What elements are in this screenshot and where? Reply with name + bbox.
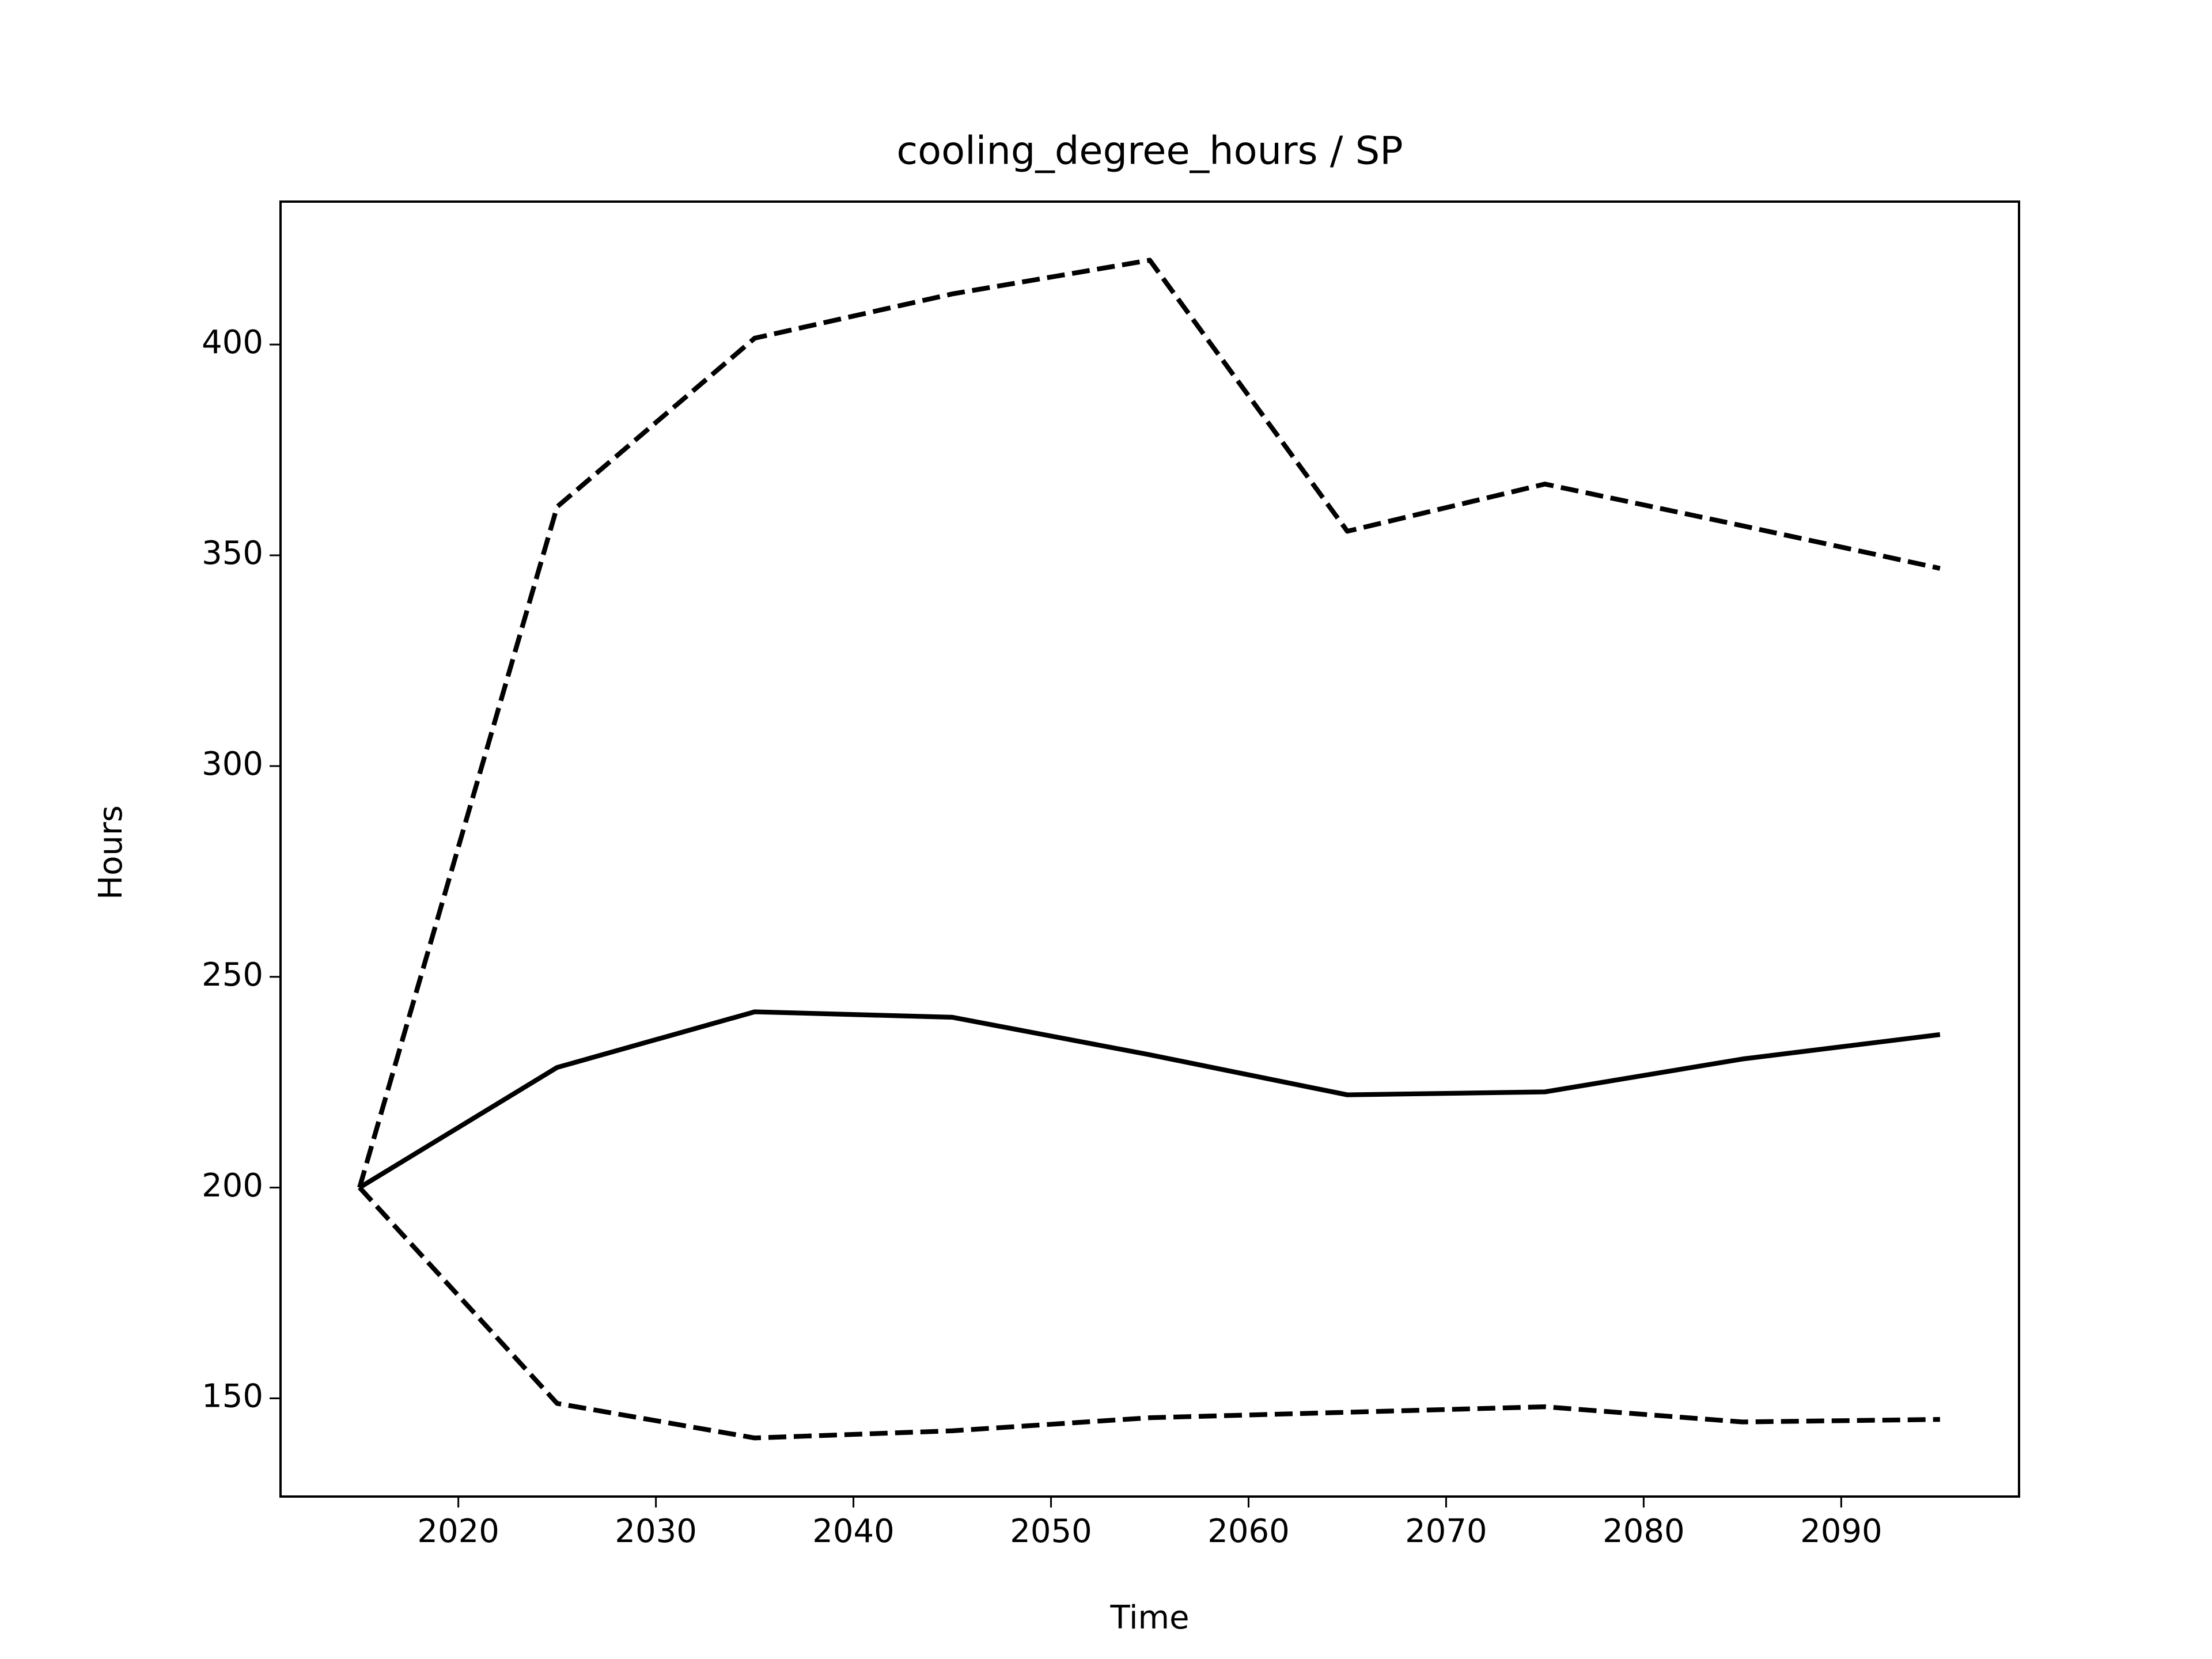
x-axis-label: Time [1109,1599,1189,1637]
series-line [357,257,1941,1188]
x-tick-label: 2090 [1800,1513,1883,1550]
plot-frame [279,200,2020,1498]
y-tick-label: 300 [202,745,263,783]
y-tick-label: 350 [202,535,263,572]
y-tick-label: 150 [202,1378,263,1415]
y-tick-label: 400 [202,324,263,361]
series-line [358,1009,1941,1190]
y-tick-label: 200 [202,1167,263,1205]
x-tick-label: 2070 [1405,1513,1487,1550]
x-tick-label: 2080 [1603,1513,1685,1550]
y-axis-label: Hours [92,805,130,900]
y-tick-label: 250 [202,956,263,994]
x-tick-label: 2060 [1207,1513,1290,1550]
x-tick-label: 2030 [615,1513,697,1550]
x-tick-label: 2050 [1010,1513,1092,1550]
x-tick-label: 2020 [417,1513,499,1550]
series-line [358,1185,1940,1441]
chart-title: cooling_degree_hours / SP [896,128,1403,173]
x-tick-label: 2040 [812,1513,895,1550]
